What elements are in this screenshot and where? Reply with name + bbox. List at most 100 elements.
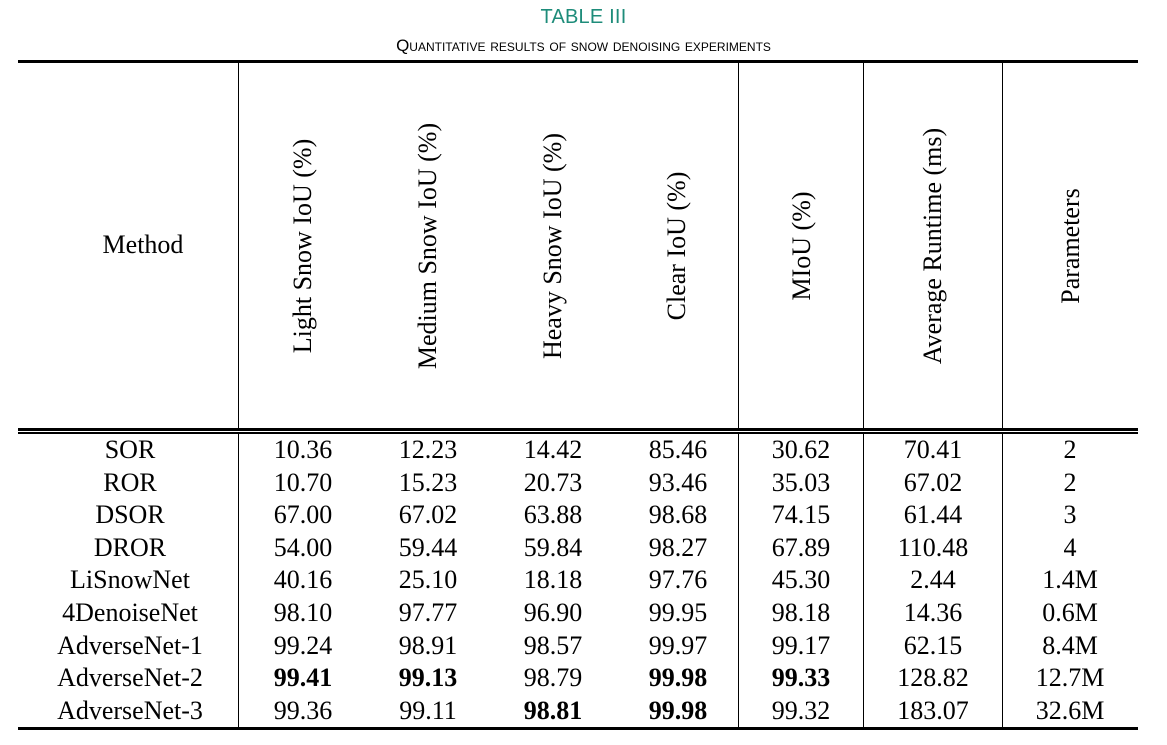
table-cell: 67.00 — [273, 500, 333, 530]
table-cell: 96.90 — [523, 598, 583, 627]
table-cell: 3 — [1063, 500, 1077, 530]
table-cell: 97.77 — [398, 598, 458, 627]
table-cell: 98.91 — [398, 630, 458, 660]
column-divider — [1002, 63, 1003, 428]
table-cell: 99.98 — [648, 695, 708, 725]
column-divider — [738, 63, 739, 428]
table-cell: 110.48 — [897, 532, 969, 562]
table-cell: 70.41 — [903, 435, 963, 464]
table-cell: 99.32 — [771, 695, 831, 725]
column-divider — [1002, 433, 1003, 727]
table-cell: 99.24 — [273, 630, 333, 660]
table-cell-method: AdverseNet-1 — [57, 630, 203, 660]
table-cell: 20.73 — [523, 467, 583, 497]
table-cell: 67.02 — [903, 467, 963, 497]
table-cell: 4 — [1063, 532, 1077, 562]
column-divider — [863, 433, 864, 727]
table-cell-method: SOR — [104, 435, 156, 464]
table-cell: 63.88 — [523, 500, 583, 530]
table-cell: 10.70 — [273, 467, 333, 497]
table-cell: 99.33 — [771, 663, 831, 693]
table-cell: 2 — [1063, 467, 1077, 497]
table-cell: 25.10 — [398, 565, 458, 595]
table-cell: 54.00 — [273, 532, 333, 562]
table-caption-subtitle: Quantitative results of snow denoising e… — [396, 36, 771, 55]
table-cell: 99.17 — [771, 630, 831, 660]
table-cell: 183.07 — [897, 695, 969, 725]
column-header-light-snow: Light Snow IoU (%) — [240, 63, 365, 428]
column-divider — [738, 433, 739, 727]
column-divider — [238, 433, 239, 727]
table-cell: 18.18 — [523, 565, 583, 595]
table-cell: 97.76 — [648, 565, 708, 595]
column-divider — [863, 63, 864, 428]
header-rule-thick — [18, 428, 1138, 431]
table-cell: 2.44 — [910, 565, 956, 595]
table-cell: 98.79 — [523, 663, 583, 693]
column-header-label: Light Snow IoU (%) — [287, 138, 317, 353]
column-header-label: Clear IoU (%) — [662, 171, 691, 320]
table-cell: 99.36 — [273, 695, 333, 725]
table-cell: 15.23 — [398, 467, 458, 497]
table-cell: 45.30 — [771, 565, 831, 595]
column-header-label: Medium Snow IoU (%) — [412, 122, 442, 369]
column-header-clear: Clear IoU (%) — [615, 63, 739, 428]
table-cell-method: DSOR — [95, 500, 165, 530]
table-cell: 62.15 — [903, 630, 963, 660]
method-column-header: Method — [102, 230, 184, 259]
table-cell: 98.57 — [523, 630, 583, 660]
table-cell: 32.6M — [1035, 695, 1105, 725]
table-cell-method: AdverseNet-3 — [57, 695, 203, 725]
table-cell: 85.46 — [648, 435, 708, 464]
column-header-runtime: Average Runtime (ms) — [864, 63, 1002, 428]
column-header-label: Heavy Snow IoU (%) — [537, 132, 567, 359]
table-cell: 10.36 — [273, 435, 333, 464]
table-cell: 67.89 — [771, 532, 831, 562]
table-cell-method: AdverseNet-2 — [57, 663, 203, 693]
table-cell: 0.6M — [1042, 598, 1098, 627]
bottom-rule — [18, 727, 1138, 730]
column-header-miou: MIoU (%) — [740, 63, 863, 428]
table-cell-method: 4DenoiseNet — [62, 598, 198, 627]
column-header-label: Parameters — [1055, 187, 1085, 304]
table-cell: 98.81 — [523, 695, 583, 725]
table-cell: 12.7M — [1035, 663, 1105, 693]
table-cell: 99.97 — [648, 630, 708, 660]
table-cell: 99.11 — [399, 695, 457, 725]
table-cell: 98.18 — [771, 598, 831, 627]
table-cell: 30.62 — [771, 435, 831, 464]
table-cell: 67.02 — [398, 500, 458, 530]
table-cell: 99.41 — [273, 663, 333, 693]
table-cell: 12.23 — [398, 435, 458, 464]
column-divider — [238, 63, 239, 428]
table-cell: 128.82 — [897, 663, 969, 693]
column-header-label: Average Runtime (ms) — [918, 127, 947, 364]
column-header-label: MIoU (%) — [786, 190, 816, 301]
table-cell: 59.84 — [523, 532, 583, 562]
table-cell: 74.15 — [771, 500, 831, 530]
top-rule — [18, 60, 1138, 63]
table-cell: 93.46 — [648, 467, 708, 497]
table-cell: 99.13 — [398, 663, 458, 693]
table-cell-method: ROR — [103, 467, 157, 497]
table-cell-method: DROR — [93, 532, 167, 562]
table-caption-title: TABLE III — [540, 6, 627, 28]
table-cell: 99.98 — [648, 663, 708, 693]
table-cell: 61.44 — [903, 500, 963, 530]
header-rule-thin — [18, 432, 1138, 434]
table-cell: 99.95 — [648, 598, 708, 627]
table-cell: 98.68 — [648, 500, 708, 530]
table-cell: 1.4M — [1042, 565, 1098, 595]
table-cell: 40.16 — [273, 565, 333, 595]
table-cell: 8.4M — [1042, 630, 1098, 660]
table-cell: 59.44 — [398, 532, 458, 562]
table-cell: 2 — [1063, 435, 1077, 464]
column-header-heavy-snow: Heavy Snow IoU (%) — [490, 63, 615, 428]
column-header-parameters: Parameters — [1003, 63, 1138, 428]
table-cell: 14.36 — [903, 598, 963, 627]
table-cell: 98.27 — [648, 532, 708, 562]
table-cell-method: LiSnowNet — [70, 565, 190, 595]
table-cell: 35.03 — [771, 467, 831, 497]
column-header-medium-snow: Medium Snow IoU (%) — [365, 63, 490, 428]
table-cell: 98.10 — [273, 598, 333, 627]
